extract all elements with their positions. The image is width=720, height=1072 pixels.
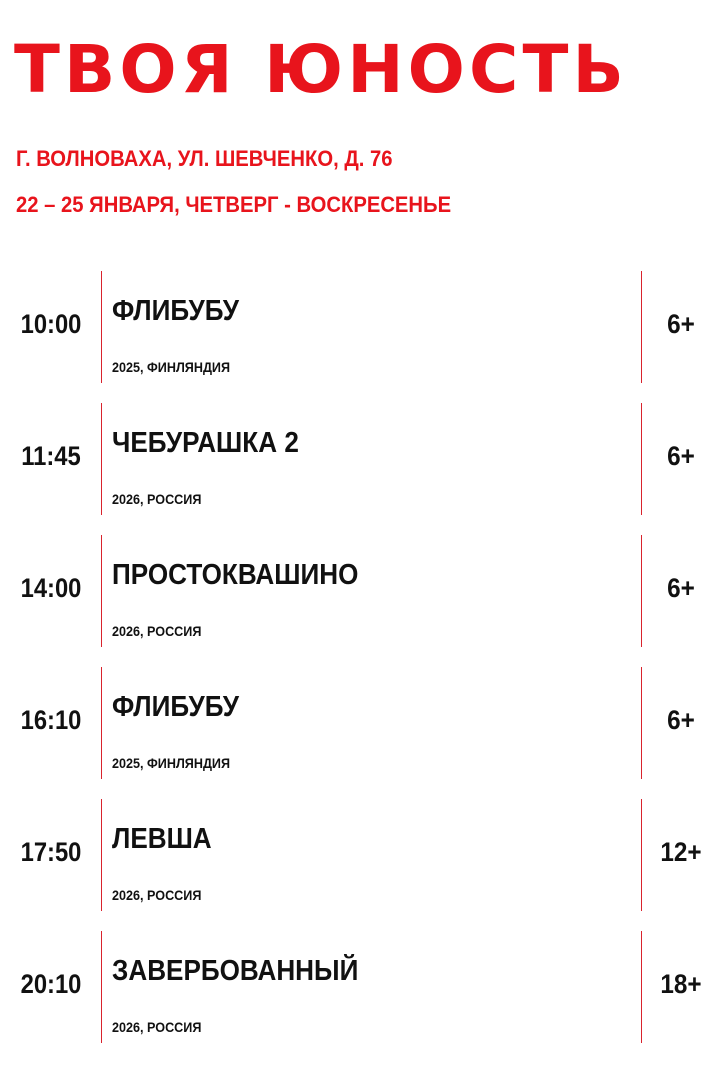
- divider: [641, 535, 642, 647]
- divider: [101, 403, 102, 515]
- session-time: 10:00: [20, 309, 82, 339]
- divider: [641, 667, 642, 779]
- dates: 22 – 25 ЯНВАРЯ, ЧЕТВЕРГ - ВОСКРЕСЕНЬЕ: [16, 192, 452, 217]
- divider: [101, 799, 102, 911]
- age-rating: 18+: [660, 969, 702, 999]
- film-title: ФЛИБУБУ: [112, 295, 240, 327]
- session-time: 16:10: [20, 705, 82, 735]
- address: Г. ВОЛНОВАХА, УЛ. ШЕВЧЕНКО, Д. 76: [16, 146, 393, 171]
- session-row: 20:10 ЗАВЕРБОВАННЫЙ 2026, РОССИЯ 18+: [0, 931, 720, 1043]
- film-title: ЛЕВША: [112, 823, 212, 855]
- film-details: 2026, РОССИЯ: [112, 491, 202, 507]
- divider: [641, 799, 642, 911]
- logo-text: ТВОЯ ЮНОСТЬ: [14, 31, 628, 108]
- film-title: ФЛИБУБУ: [112, 691, 240, 723]
- film-details: 2025, ФИНЛЯНДИЯ: [112, 359, 231, 375]
- film-title: ЗАВЕРБОВАННЫЙ: [112, 955, 359, 987]
- cinema-logo: ТВОЯ ЮНОСТЬ: [14, 28, 694, 108]
- session-row: 14:00 ПРОСТОКВАШИНО 2026, РОССИЯ 6+: [0, 535, 720, 647]
- session-row: 10:00 ФЛИБУБУ 2025, ФИНЛЯНДИЯ 6+: [0, 271, 720, 383]
- divider: [101, 931, 102, 1043]
- film-details: 2026, РОССИЯ: [112, 1019, 202, 1035]
- session-time: 20:10: [20, 969, 82, 999]
- session-row: 17:50 ЛЕВША 2026, РОССИЯ 12+: [0, 799, 720, 911]
- film-title: ЧЕБУРАШКА 2: [112, 427, 299, 459]
- age-rating: 6+: [667, 309, 695, 339]
- film-title: ПРОСТОКВАШИНО: [112, 559, 359, 591]
- film-details: 2026, РОССИЯ: [112, 623, 202, 639]
- divider: [101, 535, 102, 647]
- age-rating: 12+: [660, 837, 702, 867]
- divider: [641, 271, 642, 383]
- divider: [101, 271, 102, 383]
- film-details: 2025, ФИНЛЯНДИЯ: [112, 755, 231, 771]
- session-row: 11:45 ЧЕБУРАШКА 2 2026, РОССИЯ 6+: [0, 403, 720, 515]
- age-rating: 6+: [667, 441, 695, 471]
- session-time: 11:45: [21, 441, 81, 471]
- divider: [641, 403, 642, 515]
- session-time: 17:50: [20, 837, 82, 867]
- divider: [101, 667, 102, 779]
- film-details: 2026, РОССИЯ: [112, 887, 202, 903]
- session-row: 16:10 ФЛИБУБУ 2025, ФИНЛЯНДИЯ 6+: [0, 667, 720, 779]
- age-rating: 6+: [667, 705, 695, 735]
- divider: [641, 931, 642, 1043]
- session-time: 14:00: [20, 573, 82, 603]
- age-rating: 6+: [667, 573, 695, 603]
